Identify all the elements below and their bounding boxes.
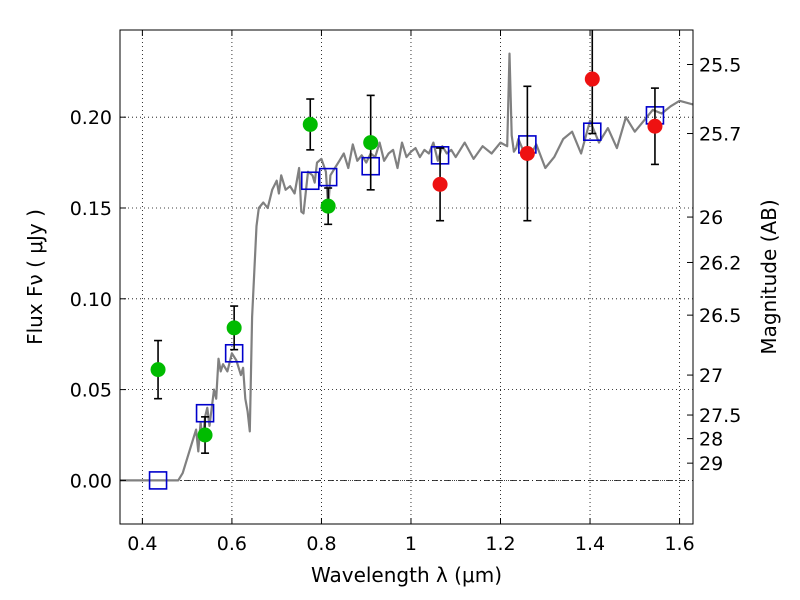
- x-tick-label: 0.8: [306, 533, 336, 555]
- y-tick-label: 0.10: [70, 289, 112, 311]
- magnitude-tick-label: 29: [699, 453, 723, 475]
- magnitude-axis-label: Magnitude (AB): [757, 199, 781, 354]
- photometry-point: [320, 198, 336, 214]
- x-axis-label: Wavelength λ (μm): [311, 563, 502, 587]
- y-tick-label: 0.15: [70, 198, 112, 220]
- magnitude-tick-label: 28: [699, 429, 723, 451]
- photometry-point: [150, 362, 166, 378]
- photometry-point: [519, 146, 535, 161]
- photometry-point: [647, 118, 663, 134]
- y-axis-label: Flux Fν ( μJy ): [23, 209, 47, 345]
- x-tick-label: 0.4: [127, 533, 157, 555]
- plot-frame: [119, 29, 694, 525]
- x-tick-label: 1: [405, 533, 417, 555]
- magnitude-tick-label: 25.7: [699, 124, 741, 146]
- y-axis-ticks: 0.00 0.05 0.10 0.15 0.20: [70, 107, 126, 492]
- magnitude-tick-label: 26: [699, 207, 723, 229]
- magnitude-tick-label: 26.2: [699, 252, 741, 274]
- plot-series-group: [120, 30, 693, 490]
- model-bandpass-square: [148, 471, 168, 490]
- x-tick-label: 1.4: [575, 533, 605, 555]
- model-bandpass-square: [318, 167, 338, 187]
- x-tick-label: 0.6: [217, 533, 247, 555]
- photometry-point: [226, 320, 242, 336]
- magnitude-tick-label: 27.5: [699, 405, 741, 427]
- plot-area: [120, 30, 693, 490]
- magnitude-tick-label: 25.5: [699, 55, 741, 77]
- photometry-point: [197, 427, 213, 443]
- x-tick-label: 1.2: [485, 533, 515, 555]
- y-tick-label: 0.05: [70, 380, 112, 402]
- photometry-point: [302, 116, 318, 132]
- x-tick-label: 1.6: [664, 533, 694, 555]
- photometry-point: [432, 176, 448, 192]
- y-tick-label: 0.00: [70, 470, 112, 492]
- grid-lines: [120, 30, 693, 524]
- photometry-point: [363, 135, 379, 151]
- y-tick-label: 0.20: [70, 107, 112, 129]
- magnitude-tick-label: 26.5: [699, 305, 741, 327]
- photometry-point: [584, 71, 600, 87]
- x-axis-ticks: 0.4 0.6 0.8 1 1.2 1.4 1.6: [127, 30, 695, 555]
- model-bandpass-square: [300, 171, 320, 191]
- magnitude-tick-label: 27: [699, 365, 723, 387]
